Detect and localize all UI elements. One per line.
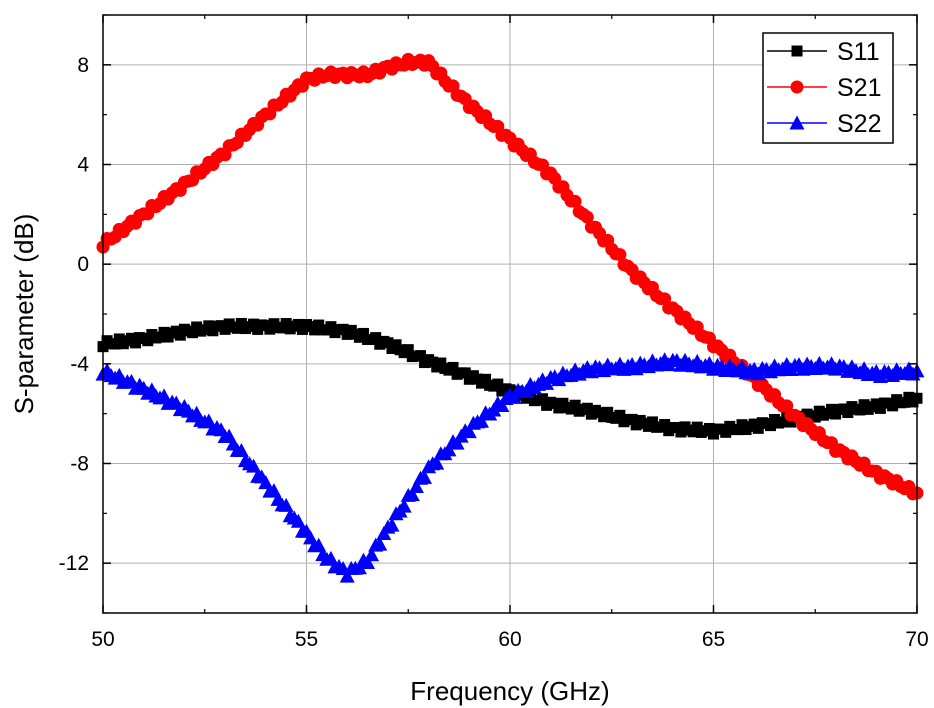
- data-point-s11: [402, 344, 414, 356]
- data-point-s22: [396, 498, 412, 513]
- data-point-s21: [580, 210, 594, 224]
- data-point-s22: [372, 536, 388, 551]
- data-point-s11: [569, 399, 581, 411]
- legend-label-s21: S21: [837, 74, 881, 102]
- legend: S11 S21 S22: [762, 32, 894, 144]
- data-point-s11: [459, 367, 471, 379]
- data-point-s22: [233, 443, 249, 458]
- data-point-s11: [614, 409, 626, 421]
- x-tick-label: 50: [91, 628, 114, 651]
- y-tick-label: -8: [70, 453, 89, 476]
- legend-label-s11: S11: [837, 38, 880, 66]
- x-tick-label: 55: [295, 628, 318, 651]
- data-point-s11: [752, 422, 764, 434]
- data-point-s11: [142, 335, 154, 347]
- series-s11: [97, 317, 923, 440]
- grid: [103, 15, 917, 613]
- data-point-s11: [370, 332, 382, 344]
- data-point-s22: [360, 555, 376, 570]
- x-tick-label: 70: [905, 628, 928, 651]
- data-point-s11: [720, 426, 732, 438]
- data-point-s11: [414, 350, 426, 362]
- series-s22: [95, 352, 925, 583]
- data-point-s22: [417, 469, 433, 484]
- data-point-s22: [506, 389, 522, 404]
- data-point-s22: [474, 413, 490, 428]
- y-tick-label: 4: [77, 154, 89, 177]
- data-point-s11: [174, 329, 186, 341]
- data-point-s22: [278, 497, 294, 512]
- data-point-s21: [568, 194, 582, 208]
- data-point-s11: [382, 337, 394, 349]
- legend-marker-s11: [791, 45, 803, 57]
- axis-ticks: 50 55 60 65 70 -12 -8 -4 0 4 8: [59, 14, 929, 651]
- data-point-s11: [764, 420, 776, 432]
- data-point-s11: [357, 327, 369, 339]
- legend-label-s22: S22: [837, 110, 881, 138]
- data-point-s22: [441, 442, 457, 457]
- legend-marker-s22: [789, 115, 805, 130]
- data-point-s22: [339, 568, 355, 583]
- y-tick-label: -12: [59, 552, 89, 575]
- y-axis-label: S-parameter (dB): [9, 214, 39, 415]
- data-point-s22: [429, 455, 445, 470]
- data-point-s11: [659, 418, 671, 430]
- data-point-s22: [408, 478, 424, 493]
- data-point-s11: [887, 400, 899, 412]
- data-point-s11: [325, 321, 337, 333]
- y-tick-label: -4: [70, 353, 89, 376]
- data-point-s22: [384, 517, 400, 532]
- data-point-s22: [404, 487, 420, 502]
- x-tick-label: 65: [702, 628, 725, 651]
- y-tick-label: 8: [77, 54, 89, 77]
- data-point-s11: [447, 361, 459, 373]
- legend-marker-s21: [790, 80, 804, 94]
- data-point-s22: [246, 458, 262, 473]
- data-point-s11: [492, 378, 504, 390]
- series-s21: [96, 52, 924, 501]
- data-point-s11: [703, 422, 715, 434]
- data-point-s11: [809, 411, 821, 423]
- data-point-s22: [351, 560, 367, 575]
- data-point-s21: [613, 248, 627, 262]
- data-point-s11: [187, 327, 199, 339]
- data-point-s11: [581, 402, 593, 414]
- y-tick-label: 0: [77, 253, 89, 276]
- series-layer: [95, 52, 925, 583]
- x-axis-label: Frequency (GHz): [410, 676, 609, 706]
- x-tick-label: 60: [498, 628, 521, 651]
- data-point-s11: [537, 393, 549, 405]
- data-point-s22: [364, 547, 380, 562]
- data-point-s11: [842, 407, 854, 419]
- data-point-s11: [480, 373, 492, 385]
- data-point-s22: [461, 424, 477, 439]
- data-point-s22: [290, 513, 306, 528]
